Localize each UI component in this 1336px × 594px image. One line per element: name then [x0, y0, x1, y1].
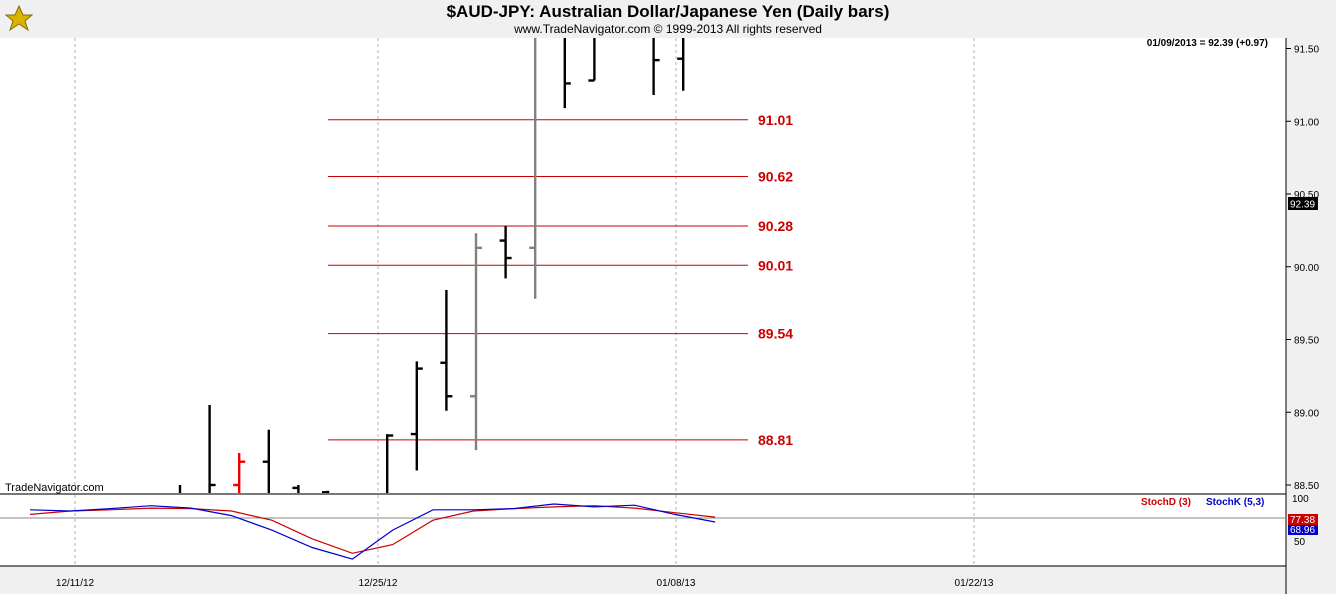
chart-title: $AUD-JPY: Australian Dollar/Japanese Yen…: [446, 2, 890, 21]
ytick-label-0: 88.50: [1294, 481, 1319, 492]
support-label-5: 88.81: [758, 432, 793, 448]
stochk-value-box: [1288, 525, 1318, 535]
stochastic-lines: [29, 503, 716, 560]
ohlc-bar-11: [499, 226, 512, 279]
ytick-label-4: 90.50: [1294, 190, 1319, 201]
support-label-3: 90.01: [758, 257, 793, 273]
ohlc-bar-2: [233, 452, 246, 493]
ohlc-bar-3: [262, 429, 270, 493]
current-price-label: 92.39: [1290, 200, 1315, 211]
stochd-value-box: [1288, 514, 1318, 525]
current-price-box: [1288, 197, 1318, 210]
ohlc-bar-8: [410, 361, 423, 471]
chart-header: $AUD-JPY: Australian Dollar/Japanese Yen…: [0, 0, 1336, 38]
watermark: TradeNavigator.com: [5, 482, 104, 494]
stochk-value-label: 68.96: [1290, 525, 1315, 536]
ytick-label-2: 89.50: [1294, 336, 1319, 347]
indicator-ytick-100: 100: [1292, 494, 1309, 505]
ohlc-bar-12: [529, 38, 537, 299]
stochd-legend: StochD (3): [1141, 497, 1191, 508]
copyright-text: www.TradeNavigator.com © 1999-2013 All r…: [514, 22, 822, 36]
support-label-2: 90.28: [758, 218, 793, 234]
trade-navigator-logo-icon: [4, 3, 34, 33]
support-label-0: 91.01: [758, 112, 793, 128]
ohlc-bar-1: [208, 404, 216, 493]
stochd-value-label: 77.38: [1290, 515, 1315, 526]
stoch-series-1: [29, 503, 716, 560]
ohlc-bar-13: [563, 38, 571, 109]
x-label-0: 12/11/12: [56, 578, 95, 589]
x-label-3: 01/22/13: [955, 578, 994, 589]
stochk-legend: StochK (5,3): [1206, 497, 1264, 508]
ohlc-bars: [178, 0, 685, 493]
ohlc-bar-14: [588, 38, 596, 82]
ohlc-bar-10: [470, 233, 482, 451]
ytick-label-1: 89.00: [1294, 408, 1319, 419]
support-label-1: 90.62: [758, 169, 793, 185]
bars-clip-group: [178, 0, 685, 493]
price-axis: 88.5089.0089.5090.0090.5091.0091.5092.00…: [1286, 45, 1319, 492]
ohlc-bar-4: [292, 485, 300, 493]
indicator-ytick-50: 50: [1294, 537, 1306, 548]
x-label-2: 01/08/13: [657, 578, 696, 589]
support-label-4: 89.54: [758, 326, 793, 342]
ytick-label-3: 90.00: [1294, 263, 1319, 274]
ohlc-bar-7: [386, 434, 394, 493]
ytick-label-6: 91.50: [1294, 45, 1319, 56]
ohlc-bar-15: [618, 0, 630, 12]
vertical-gridlines: [74, 38, 975, 566]
price-readout: 01/09/2013 = 92.39 (+0.97): [1147, 38, 1268, 49]
ohlc-bar-9: [440, 290, 453, 411]
price-levels: 94.4394.1593.2992.8192.6391.0190.6290.28…: [328, 112, 793, 448]
ohlc-bar-16: [652, 38, 660, 96]
indicator-panel: [0, 495, 1286, 565]
x-label-1: 12/25/12: [359, 578, 398, 589]
ytick-label-5: 91.00: [1294, 117, 1319, 128]
x-axis: 12/11/12 12/25/12 01/08/13 01/22/13: [56, 578, 994, 589]
ohlc-bar-5: [322, 490, 330, 493]
ohlc-bar-17: [677, 38, 685, 91]
